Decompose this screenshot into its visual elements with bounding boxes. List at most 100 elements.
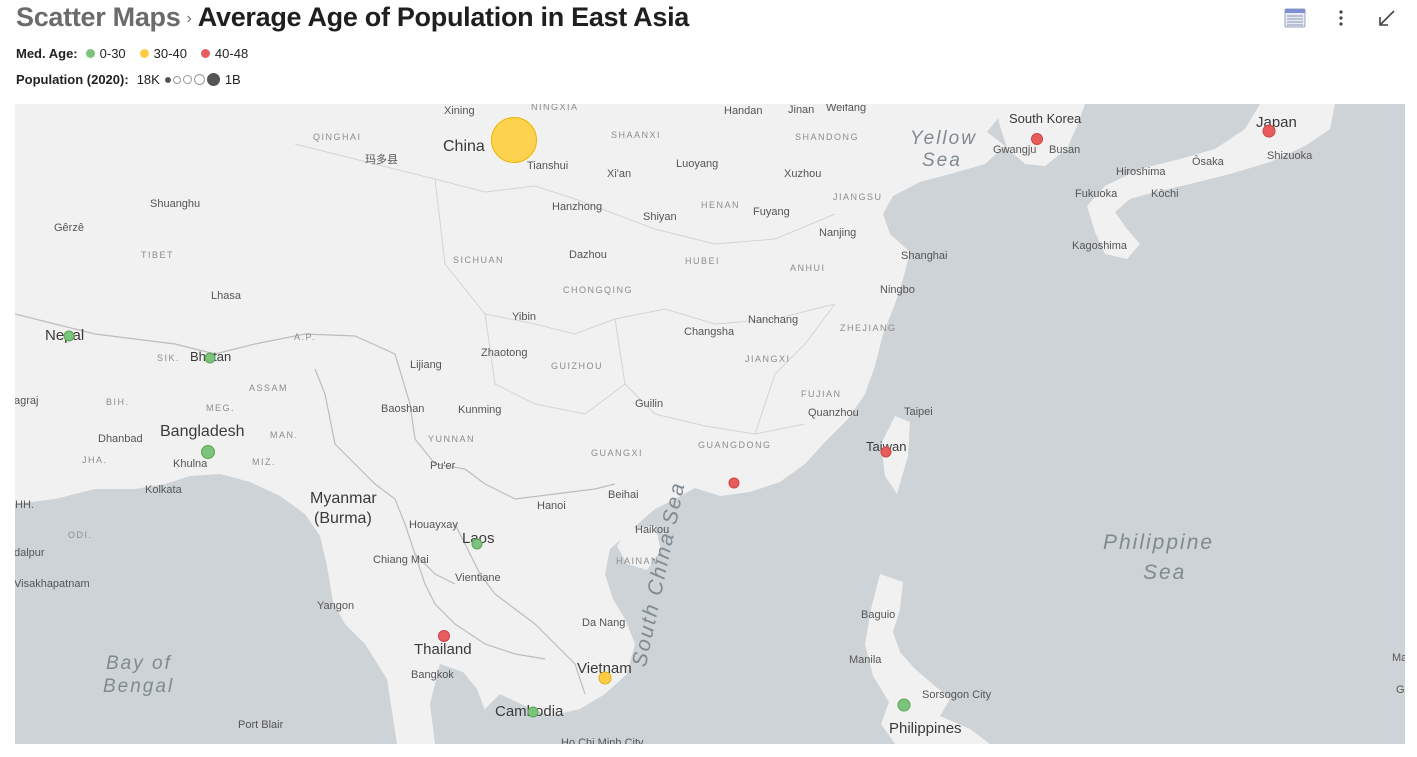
map-sea-label: Sea xyxy=(922,150,962,171)
map-country-label: China xyxy=(443,138,485,155)
collapse-button[interactable] xyxy=(1375,6,1399,30)
population-min-label: 18K xyxy=(136,72,160,87)
map-city-label: Khulna xyxy=(173,458,208,470)
collapse-icon xyxy=(1379,10,1395,26)
taiwan-landmass xyxy=(881,416,910,494)
map-city-label: Ma xyxy=(1392,652,1405,664)
breadcrumb-separator: › xyxy=(186,10,192,27)
data-point-marker[interactable] xyxy=(204,352,216,364)
breadcrumb-parent-link[interactable]: Scatter Maps xyxy=(16,2,181,32)
size-step-icon xyxy=(206,73,220,86)
size-step-icon xyxy=(172,75,181,84)
size-scale-icon xyxy=(164,73,220,86)
map-city-label: Kagoshima xyxy=(1072,240,1128,252)
data-point-marker[interactable] xyxy=(471,538,483,550)
map-city-label: Manila xyxy=(849,654,882,666)
map-province-label: HAINAN xyxy=(616,556,660,566)
data-point-marker[interactable] xyxy=(491,117,537,163)
map-city-label: Zhaotong xyxy=(481,347,528,359)
page-title: Average Age of Population in East Asia xyxy=(197,2,690,32)
map-province-label: MAN. xyxy=(270,430,299,440)
data-point-marker[interactable] xyxy=(1262,124,1276,138)
map-city-label: G xyxy=(1396,684,1405,696)
size-step-icon xyxy=(164,76,171,83)
map-city-label: Dazhou xyxy=(569,249,607,261)
map-province-label: BIH. xyxy=(106,397,130,407)
age-legend-title: Med. Age: xyxy=(16,46,78,61)
bay-of-bengal xyxy=(15,474,397,744)
map-province-label: SICHUAN xyxy=(453,255,505,265)
map-city-label: Ōsaka xyxy=(1192,156,1224,168)
map-province-label: A.P. xyxy=(294,332,316,342)
map-city-label: Tianshui xyxy=(527,160,569,172)
map-city-label: Taipei xyxy=(904,406,933,418)
map-city-label: Bangkok xyxy=(411,669,454,681)
province-border xyxy=(614,318,806,435)
map-sea-label: Yellow xyxy=(910,128,977,149)
map-city-label: dalpur xyxy=(15,547,45,559)
population-max-label: 1B xyxy=(224,72,241,87)
map-city-label: Nanchang xyxy=(748,314,799,326)
map-city-label: Xi'an xyxy=(607,168,632,180)
map-canvas[interactable]: QINGHAI NINGXIA TIBET SHAANXI SHANDONG H… xyxy=(15,104,1405,744)
data-point-marker[interactable] xyxy=(880,446,892,458)
breadcrumb: Scatter Maps › Average Age of Population… xyxy=(16,2,689,36)
province-border xyxy=(574,198,836,245)
map-city-label: Visakhapatnam xyxy=(15,578,90,590)
map-city-label: Fuyang xyxy=(753,206,790,218)
map-province-label: SHAANXI xyxy=(611,130,662,140)
map-province-label: HENAN xyxy=(701,200,741,210)
map-city-label: Shiyan xyxy=(643,211,677,223)
map-sea-label: Bay of xyxy=(106,653,172,674)
map-city-label: Shizuoka xyxy=(1267,150,1313,162)
data-point-marker[interactable] xyxy=(527,706,539,718)
age-legend-item[interactable]: 0-30 xyxy=(85,46,126,61)
map-province-label: ZHEJIANG xyxy=(840,323,897,333)
more-options-button[interactable] xyxy=(1329,6,1353,30)
data-point-marker[interactable] xyxy=(897,698,911,712)
map-city-label: Dhanbad xyxy=(98,433,143,445)
map-city-label: Pu'er xyxy=(430,460,456,472)
population-legend-title: Population (2020): xyxy=(16,72,129,87)
map-city-label: Ho Chi Minh City xyxy=(561,737,644,744)
data-point-marker[interactable] xyxy=(63,330,75,342)
map-city-label: agraj xyxy=(15,395,39,407)
map-sea-label: Philippine xyxy=(1103,531,1215,554)
map-city-label: Sorsogon City xyxy=(922,689,992,701)
map-city-label: Quanzhou xyxy=(808,407,859,419)
map-province-label: ODI. xyxy=(68,530,93,540)
map-city-label: Kunming xyxy=(458,404,502,416)
data-point-marker[interactable] xyxy=(598,671,612,685)
more-options-icon xyxy=(1339,10,1343,26)
map-city-label: Vientiane xyxy=(455,572,501,584)
age-legend-item[interactable]: 30-40 xyxy=(139,46,187,61)
map-city-label: Baoshan xyxy=(381,403,425,415)
map-province-label: SHANDONG xyxy=(795,132,860,142)
age-range-label: 40-48 xyxy=(214,46,249,61)
map-province-label: JIANGXI xyxy=(745,354,791,364)
map-province-label: CHONGQING xyxy=(563,285,634,295)
data-point-marker[interactable] xyxy=(201,445,215,459)
age-legend-item[interactable]: 40-48 xyxy=(200,46,249,61)
map-province-label: GUANGXI xyxy=(591,448,644,458)
map-city-label: Yangon xyxy=(317,600,355,612)
map-province-label: JHA. xyxy=(82,455,108,465)
data-point-marker[interactable] xyxy=(728,477,740,489)
map-province-label: MEG. xyxy=(206,403,236,413)
table-view-button[interactable] xyxy=(1283,6,1307,30)
province-border xyxy=(294,143,576,200)
map-city-label: Hiroshima xyxy=(1116,166,1166,178)
map-city-label: Yibin xyxy=(512,311,537,323)
map-city-label: Kolkata xyxy=(145,484,182,496)
hainan-landmass xyxy=(617,526,661,570)
province-border xyxy=(434,178,836,335)
country-border xyxy=(394,353,616,500)
country-border xyxy=(414,553,546,660)
map-city-label: Luoyang xyxy=(676,158,719,170)
philippines-landmass xyxy=(865,574,990,744)
legend-dot-icon xyxy=(85,49,95,58)
map-city-label: Nanjing xyxy=(819,227,857,239)
data-point-marker[interactable] xyxy=(1031,133,1043,145)
data-point-marker[interactable] xyxy=(438,630,450,642)
map-country-label: Philippines xyxy=(889,720,962,737)
